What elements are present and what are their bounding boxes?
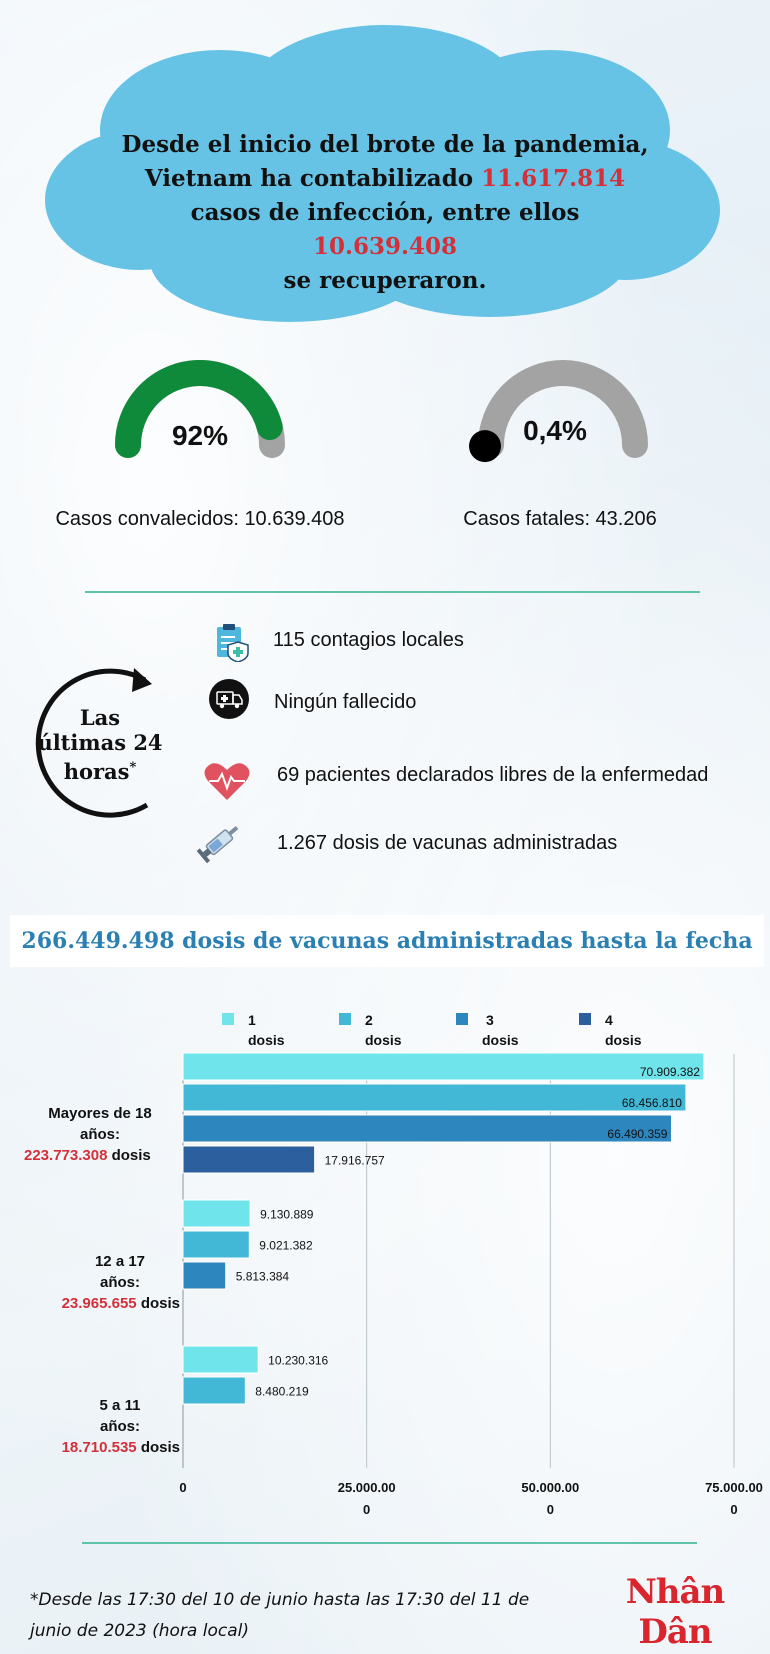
bar-cat1-series1 (182, 1199, 251, 1228)
headline-line4: se recuperaron. (283, 267, 487, 294)
syringe-icon (196, 825, 239, 864)
footnote: *Desde las 17:30 del 10 de junio hasta l… (30, 1590, 530, 1641)
legend-swatch-3 (456, 1013, 468, 1025)
x-tick-label-2: 50.000.00 (521, 1480, 579, 1495)
category-label-children: 5 a 11 años: 18.710.535 dosis (20, 1395, 180, 1458)
local-cases-text: 115 contagios locales (273, 629, 464, 651)
category-adults-unit: dosis (111, 1147, 151, 1164)
legend-label-3: 3 dosis (482, 1012, 519, 1048)
category-label-teens: 12 a 17 años: 23.965.655 dosis (20, 1251, 180, 1314)
cloud-shape (45, 25, 720, 322)
bar-cat0-series4 (182, 1145, 316, 1174)
recovered-today-text: 69 pacientes declarados libres de la enf… (277, 764, 709, 786)
category-children-line2: años: (99, 1418, 140, 1435)
bar-cat2-series1 (182, 1345, 259, 1374)
category-children-total: 18.710.535 dosis (20, 1437, 180, 1458)
headline: Desde el inicio del brote de la pandemia… (120, 128, 650, 298)
nhan-dan-logo: Nhân Dân (625, 1572, 726, 1652)
category-adults-line1: Mayores de 18 (48, 1105, 152, 1122)
headline-line1: Desde el inicio del brote de la pandemia… (121, 131, 649, 158)
x-tick-label-3-line2: 0 (730, 1502, 737, 1517)
ambulance-icon (209, 679, 249, 719)
bar-label-cat1-series3: 5.813.384 (236, 1270, 290, 1284)
bar-cat1-series2 (182, 1230, 250, 1259)
bar-label-cat1-series2: 9.021.382 (259, 1239, 313, 1253)
x-tick-label-3: 75.000.00 (705, 1480, 763, 1495)
category-adults-total: 223.773.308 dosis (20, 1145, 180, 1166)
bar-label-cat2-series1: 10.230.316 (268, 1354, 328, 1368)
vaccine-bar-chart: 0 25.000.00 0 50.000.00 0 75.000.00 0 70.909.38… (179, 1052, 763, 1517)
bar-label-cat0-series2: 68.456.810 (622, 1096, 682, 1110)
bar-cat1-series3 (182, 1261, 227, 1290)
legend-label-4: 4 dosis (605, 1012, 642, 1048)
fatal-percent: 0,4% (523, 415, 587, 446)
category-teens-total: 23.965.655 dosis (20, 1293, 180, 1314)
divider-bottom (82, 1542, 697, 1544)
category-adults-line2: años: (79, 1126, 120, 1143)
cycle-arrow-icon (35, 668, 152, 818)
category-adults-total-value: 223.773.308 (24, 1147, 108, 1164)
headline-line2-text: Vietnam ha contabilizado (144, 165, 482, 192)
total-cases: 11.617.814 (481, 165, 626, 192)
x-tick-label-2-line2: 0 (547, 1502, 554, 1517)
last-24-title: Las últimas 24 horas* (30, 705, 170, 784)
legend-label-2: 2 dosis (365, 1012, 402, 1048)
category-children-line1: 5 a 11 (99, 1397, 141, 1414)
bar-label-cat0-series1: 70.909.382 (640, 1065, 700, 1079)
legend-swatch-2 (339, 1013, 351, 1025)
x-tick-label-1-line2: 0 (363, 1502, 370, 1517)
bar-cat2-series2 (182, 1376, 246, 1405)
clipboard-medical-icon (217, 624, 249, 662)
divider-top (85, 591, 700, 593)
category-teens-unit: dosis (140, 1295, 180, 1312)
last-24-footnote-mark: * (129, 760, 137, 775)
vaccine-doses-today-text: 1.267 dosis de vacunas administradas (277, 832, 618, 854)
bar-label-cat2-series2: 8.480.219 (255, 1385, 309, 1399)
recovered-cases: 10.639.408 (312, 233, 458, 260)
heart-pulse-icon (204, 763, 250, 800)
last-24-title-hours: horas (63, 759, 130, 784)
fatal-label: Casos fatales: 43.206 (463, 508, 657, 530)
recovered-percent: 92% (171, 420, 229, 451)
category-children-total-value: 18.710.535 (61, 1439, 137, 1456)
headline-line3: casos de infección, entre ellos 10.639.4… (120, 196, 650, 264)
x-tick-label-0: 0 (179, 1480, 186, 1495)
bar-cat0-series2 (182, 1083, 687, 1112)
legend-label-1: 1 dosis (248, 1012, 285, 1048)
vaccine-total-text: 266.449.498 dosis de vacunas administrad… (21, 928, 753, 954)
legend-swatch-4 (579, 1013, 591, 1025)
fatal-gauge (469, 360, 648, 463)
recovered-gauge (115, 360, 285, 458)
category-label-adults: Mayores de 18 años: 223.773.308 dosis (20, 1103, 180, 1166)
last-24-title-line3: horas* (30, 755, 170, 784)
x-tick-label-1: 25.000.00 (338, 1480, 396, 1495)
vaccine-total-banner: 266.449.498 dosis de vacunas administrad… (10, 915, 764, 967)
headline-line2: Vietnam ha contabilizado 11.617.814 (120, 162, 650, 196)
category-teens-line2: años: (99, 1274, 140, 1291)
category-children-unit: dosis (140, 1439, 180, 1456)
category-teens-total-value: 23.965.655 (61, 1295, 137, 1312)
headline-line3-text: casos de infección, entre ellos (190, 199, 580, 226)
deaths-text: Ningún fallecido (274, 691, 417, 713)
bar-label-cat0-series3: 66.490.359 (607, 1127, 667, 1141)
legend-swatch-1 (222, 1013, 234, 1025)
last-24-title-line1: Las (79, 705, 121, 730)
category-teens-line1: 12 a 17 (94, 1253, 146, 1270)
recovered-label: Casos convalecidos: 10.639.408 (55, 508, 345, 530)
bar-cat0-series1 (182, 1052, 705, 1081)
last-24-title-line2: últimas 24 (37, 730, 163, 755)
bar-cat0-series3 (182, 1114, 672, 1143)
bar-label-cat0-series4: 17.916.757 (325, 1154, 385, 1168)
bar-label-cat1-series1: 9.130.889 (260, 1208, 314, 1222)
